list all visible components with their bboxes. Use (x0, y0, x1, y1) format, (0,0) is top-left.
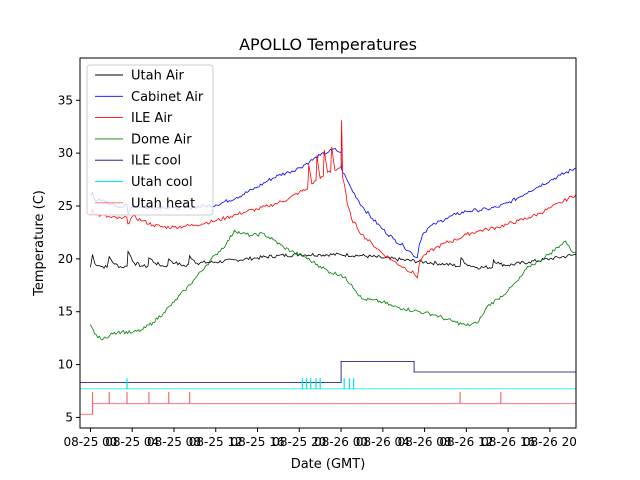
x-axis-label: Date (GMT) (291, 457, 366, 472)
legend-box (86, 64, 214, 216)
legend-label-cabinet-air: Cabinet Air (131, 90, 204, 105)
y-tick-label: 10 (58, 358, 73, 372)
y-tick-label: 25 (58, 199, 73, 213)
x-tick-label: 08-25 04 (105, 435, 159, 449)
series-line-ile-cool (80, 360, 576, 383)
x-tick-label: 08-26 16 (481, 435, 535, 449)
x-tick-label: 08-26 00 (314, 435, 368, 449)
x-tick-label: 08-25 00 (63, 435, 117, 449)
x-tick-label: 08-26 04 (356, 435, 410, 449)
legend-label-ile-air: ILE Air (131, 111, 173, 126)
series-line-utah-air (90, 250, 576, 270)
y-tick-label: 5 (65, 410, 73, 424)
y-axis-label: Temperature (C) (32, 190, 47, 297)
x-tick-label: 08-26 20 (523, 435, 577, 449)
legend-label-ile-cool: ILE cool (131, 154, 181, 169)
y-tick-label: 30 (58, 146, 73, 160)
series-line-ile-air (90, 120, 576, 279)
legend: Utah Air Cabinet Air ILE Air Dome Air ILE co… (86, 64, 214, 216)
x-tick-label: 08-26 08 (398, 435, 452, 449)
y-tick-label: 20 (58, 252, 73, 266)
plot-area-frame (79, 57, 577, 429)
chart-title: APOLLO Temperatures (239, 35, 417, 54)
legend-label-dome-air: Dome Air (131, 132, 192, 147)
legend-label-utah-heat: Utah heat (131, 196, 195, 211)
legend-label-utah-air: Utah Air (131, 69, 184, 84)
series-line-dome-air (90, 229, 576, 341)
x-tick-label: 08-25 20 (272, 435, 326, 449)
y-tick-label: 35 (58, 93, 73, 107)
y-axis: 5 10 15 20 25 30 35 (58, 93, 80, 424)
x-tick-label: 08-26 12 (439, 435, 493, 449)
legend-label-utah-cool: Utah cool (131, 175, 193, 190)
x-tick-label: 08-25 12 (189, 435, 243, 449)
x-tick-label: 08-25 16 (231, 435, 285, 449)
x-tick-label: 08-25 08 (147, 435, 201, 449)
y-tick-label: 15 (58, 305, 73, 319)
